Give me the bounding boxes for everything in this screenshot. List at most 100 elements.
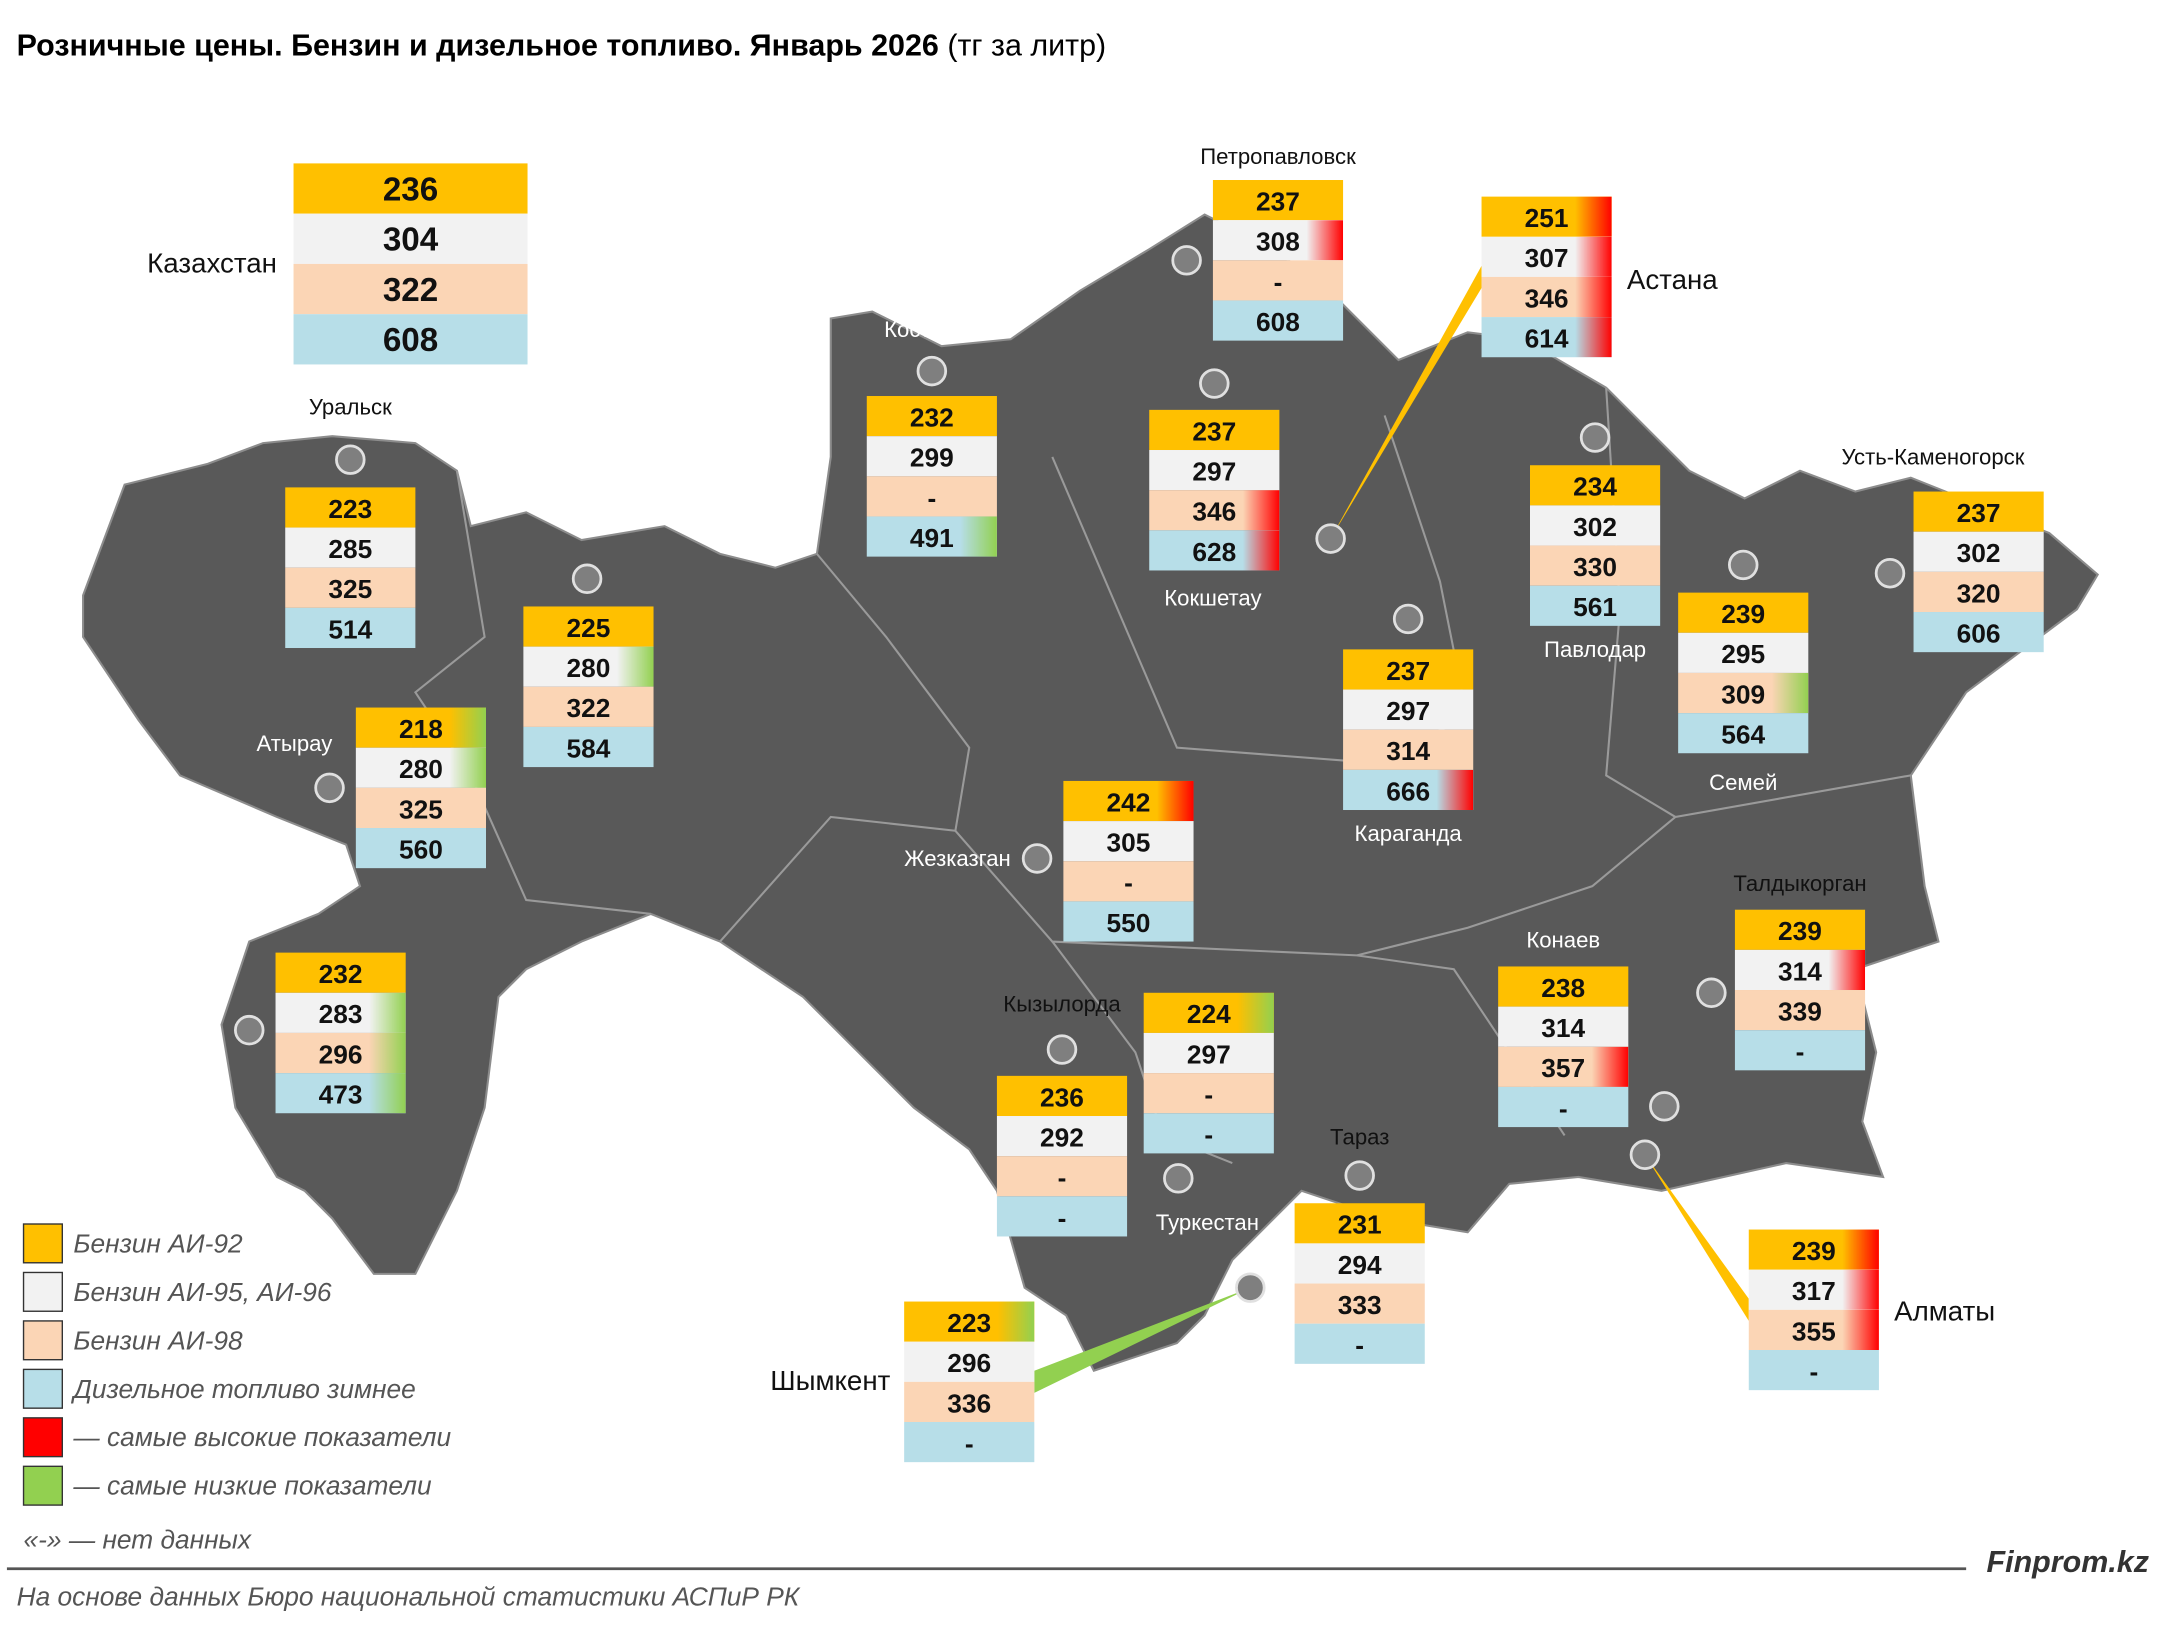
city-marker [1649,1091,1680,1122]
price-value: - [1274,267,1283,297]
price-cell [996,1075,1128,1117]
price-cell [285,567,416,608]
highlight [1842,1229,1879,1270]
price-value: 294 [1338,1250,1382,1280]
price-value: 297 [1192,456,1236,486]
price-value: 333 [1338,1290,1382,1320]
city-marker [1874,558,1906,589]
city-marker [1046,1034,1078,1065]
price-cell [523,606,654,647]
price-value: 297 [1187,1039,1231,1069]
price-value: 330 [1573,552,1617,582]
city-marker [1629,1139,1661,1171]
price-value: 296 [947,1348,991,1378]
city-name: Астана [1627,264,1718,295]
legend-label: Бензин АИ-92 [73,1228,243,1258]
price-cell [523,726,654,768]
price-cell [1294,1283,1425,1324]
price-cell [293,213,528,264]
city-marker [234,1014,265,1046]
highlight [1575,317,1612,358]
city-name: Тараз [1330,1124,1389,1149]
price-cell [1734,909,1866,950]
city-name: Алматы [1894,1296,1995,1327]
price-cell [1063,861,1194,902]
price-cell [1678,632,1809,673]
price-value: 491 [910,523,954,553]
price-value: 292 [1040,1122,1084,1152]
price-value: 628 [1192,537,1236,567]
highlight [960,516,997,557]
price-cell [293,163,528,214]
city-name: Костанай [884,317,979,342]
title: Розничные цены. Бензин и дизельное топли… [17,28,1107,62]
highlight [1242,490,1280,531]
price-value: 239 [1792,1236,1836,1266]
price-value: 285 [328,534,372,564]
price-value: 357 [1541,1053,1585,1083]
price-cell [1530,545,1661,586]
price-value: 283 [319,999,363,1029]
price-value: 234 [1573,472,1617,502]
price-cell [1149,450,1280,491]
price-cell [523,686,654,727]
price-value: 339 [1778,996,1822,1026]
price-value: 302 [1957,538,2001,568]
price-value: 242 [1107,787,1151,817]
connector [1330,265,1482,539]
city-marker [1315,523,1346,554]
price-value: 314 [1386,736,1430,766]
price-value: 336 [947,1388,991,1418]
city-marker [1171,245,1202,276]
price-value: - [1809,1356,1818,1386]
price-value: - [1058,1163,1067,1193]
no-data-note: «-» — нет данных [24,1525,252,1555]
price-value: 305 [1107,828,1151,858]
city-marker [1696,977,1727,1009]
price-cell [996,1196,1128,1237]
price-value: 231 [1338,1210,1382,1240]
price-value: 232 [910,402,954,432]
city-marker [314,772,345,804]
price-cell [355,787,486,829]
legend-label: Дизельное топливо зимнее [70,1374,415,1404]
price-value: 237 [1192,416,1236,446]
city-marker [571,563,603,595]
price-cell [1212,180,1344,221]
price-value: 320 [1957,578,2001,608]
price-cell [1913,571,2044,613]
city-marker [1199,368,1230,399]
price-cell [1294,1243,1425,1284]
city-marker [1579,422,1611,453]
city-name: Уральск [309,395,392,420]
city-name: Семей [1709,770,1777,795]
price-cell [1063,901,1194,942]
price-cell [1913,491,2044,532]
highlight [1157,780,1194,822]
price-value: 561 [1573,592,1617,622]
legend-label: Бензин АИ-98 [73,1325,243,1355]
price-cell [1143,1113,1274,1154]
city-name: Жезказган [904,846,1011,871]
city-name: Кокшетау [1164,586,1262,611]
price-value: - [1124,868,1133,898]
city-marker [1163,1163,1194,1194]
highlight [617,646,654,687]
city-name: Конаев [1526,928,1600,953]
highlight [369,992,406,1033]
connector [1644,1154,1749,1321]
price-cell [1734,990,1866,1031]
price-cell [1913,531,2044,572]
city-name: Караганда [1355,821,1463,846]
price-cell [1343,649,1474,690]
price-cell [1294,1323,1425,1364]
price-value: 317 [1792,1276,1836,1306]
price-value: - [1796,1037,1805,1067]
price-cell [1063,821,1194,862]
price-cell [1212,300,1344,341]
price-cell [904,1341,1035,1382]
city-name: Атырау [257,731,334,756]
highlight [1575,196,1612,237]
highlight [997,1301,1035,1342]
